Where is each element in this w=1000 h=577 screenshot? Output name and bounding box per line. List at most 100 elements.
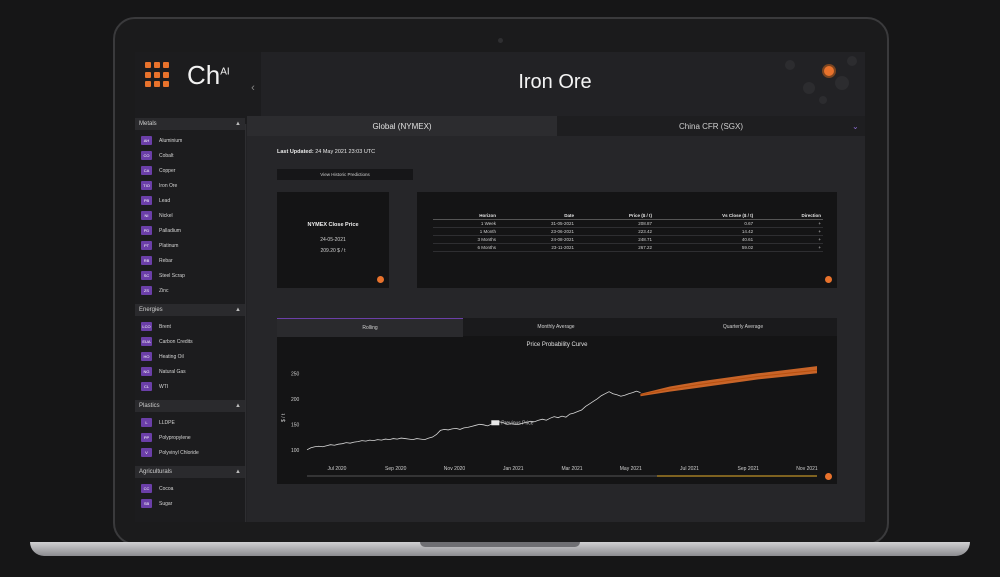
- forecast-band: [640, 366, 817, 397]
- table-cell: 1 Week: [433, 219, 498, 228]
- sidebar-item-label: WTI: [159, 383, 169, 390]
- commodity-code-badge: V: [141, 448, 152, 457]
- collapse-sidebar-button[interactable]: ‹: [245, 52, 261, 124]
- commodity-code-badge: PP: [141, 433, 152, 442]
- sidebar-item-sugar[interactable]: SB Sugar: [141, 498, 172, 509]
- sidebar-item-label: Palladium: [159, 227, 181, 234]
- sidebar-item-label: Polyvinyl Chloride: [159, 449, 199, 456]
- sidebar-item-label: Nickel: [159, 212, 173, 219]
- commodity-code-badge: SC: [141, 271, 152, 280]
- chart-title: Price Probability Curve: [526, 342, 588, 348]
- column-header: Direction: [755, 212, 823, 220]
- logo-icon: [145, 62, 171, 88]
- table-cell: 59.02: [654, 243, 756, 252]
- sidebar-item-nickel[interactable]: NI Nickel: [141, 210, 173, 221]
- sidebar-item-carbon-credits[interactable]: EUA Carbon Credits: [141, 336, 193, 347]
- decor-dot: [785, 60, 795, 70]
- sidebar-item-palladium[interactable]: PD Palladium: [141, 225, 181, 236]
- sidebar-item-iron-ore[interactable]: TIO Iron Ore: [141, 180, 177, 191]
- table-cell: 6 Months: [433, 243, 498, 252]
- category-header-energies[interactable]: Energies ▲: [135, 304, 245, 316]
- sidebar-item-label: LLDPE: [159, 419, 175, 426]
- sidebar-item-label: Rebar: [159, 257, 173, 264]
- close-price-value: 209.20 $ / t: [320, 248, 346, 254]
- x-tick-label: Sep 2021: [738, 466, 760, 472]
- forecast-median-line: [640, 369, 818, 396]
- table-cell: 23-06-2021: [498, 227, 577, 236]
- sidebar-item-cocoa[interactable]: CC Cocoa: [141, 483, 173, 494]
- tab-rolling[interactable]: Rolling: [277, 318, 463, 337]
- y-tick-label: 250: [291, 371, 300, 377]
- commodity-code-badge: LCO: [141, 322, 152, 331]
- category-header-plastics[interactable]: Plastics ▲: [135, 400, 245, 412]
- commodity-code-badge: CA: [141, 166, 152, 175]
- tab-global-nymex[interactable]: Global (NYMEX): [247, 116, 557, 136]
- table-cell: +: [755, 227, 823, 236]
- sidebar-item-lldpe[interactable]: L LLDPE: [141, 417, 175, 428]
- x-tick-label: Nov 2020: [444, 466, 466, 472]
- last-updated: Last Updated: 24 May 2021 23:03 UTC: [277, 149, 376, 155]
- sidebar-item-label: Platinum: [159, 242, 179, 249]
- table-cell: 0.67: [654, 219, 756, 228]
- sidebar-item-wti[interactable]: CL WTI: [141, 381, 168, 392]
- sidebar-item-zinc[interactable]: ZS Zinc: [141, 285, 168, 296]
- decor-dot: [835, 76, 849, 90]
- sidebar-item-natural-gas[interactable]: NG Natural Gas: [141, 366, 186, 377]
- tab-monthly-average[interactable]: Monthly Average: [463, 318, 649, 336]
- chevron-down-icon[interactable]: ⌄: [852, 121, 859, 131]
- column-header: Horizon: [433, 212, 498, 220]
- user-avatar[interactable]: [822, 64, 836, 78]
- sidebar-item-rebar[interactable]: RB Rebar: [141, 255, 173, 266]
- sidebar-item-platinum[interactable]: PT Platinum: [141, 240, 178, 251]
- commodity-code-badge: PT: [141, 241, 152, 250]
- table-cell: 31-05-2021: [498, 219, 577, 228]
- sidebar-item-label: Lead: [159, 197, 171, 204]
- sidebar-item-heating-oil[interactable]: HO Heating Oil: [141, 351, 184, 362]
- sidebar-item-label: Heating Oil: [159, 353, 184, 360]
- sidebar-item-label: Brent: [159, 323, 171, 330]
- sidebar-item-lead[interactable]: PB Lead: [141, 195, 170, 206]
- x-tick-label: Nov 2021: [796, 466, 818, 472]
- sidebar-item-polyvinyl-chloride[interactable]: V Polyvinyl Chloride: [141, 447, 199, 458]
- table-cell: 23-11-2021: [498, 243, 577, 252]
- decor-dot: [847, 56, 857, 66]
- column-header: Date: [498, 212, 577, 220]
- sidebar-item-polypropylene[interactable]: PP Polypropylene: [141, 432, 191, 443]
- sidebar-item-brent[interactable]: LCO Brent: [141, 321, 171, 332]
- chart-card: [277, 318, 837, 484]
- y-tick-label: 200: [291, 397, 300, 403]
- commodity-code-badge: PD: [141, 226, 152, 235]
- view-historic-predictions-button[interactable]: View Historic Predictions: [277, 169, 413, 180]
- sidebar-item-label: Sugar: [159, 500, 173, 507]
- commodity-code-badge: CO: [141, 151, 152, 160]
- tab-quarterly-average[interactable]: Quarterly Average: [649, 318, 837, 336]
- info-icon[interactable]: [825, 473, 832, 480]
- category-header-metals[interactable]: Metals ▲: [135, 118, 245, 130]
- tab-china-cfr[interactable]: China CFR (SGX): [557, 116, 865, 136]
- sidebar-item-label: Iron Ore: [159, 182, 178, 189]
- sidebar-item-aluminium[interactable]: AH Aluminium: [141, 135, 182, 146]
- commodity-code-badge: TIO: [141, 181, 152, 190]
- close-price-date: 24-05-2021: [320, 237, 346, 243]
- table-cell: 14.42: [654, 227, 756, 236]
- caret-up-icon: ▲: [235, 469, 241, 475]
- sidebar-item-steel-scrap[interactable]: SC Steel Scrap: [141, 270, 185, 281]
- table-row: 3 Months 24-08-2021 248.71 40.61 +: [433, 235, 823, 244]
- info-icon[interactable]: [825, 276, 832, 283]
- screen: ChAI Metals ▲ AH Aluminium CO Cobalt CA Copper T…: [135, 52, 865, 522]
- category-label: Metals: [139, 121, 157, 127]
- table-row: 1 Week 31-05-2021 208.87 0.67 +: [433, 219, 823, 228]
- close-price-card: NYMEX Close Price 24-05-2021 209.20 $ / …: [277, 192, 389, 288]
- commodity-code-badge: AH: [141, 136, 152, 145]
- decor-dot: [819, 96, 827, 104]
- table-row: 1 Month 23-06-2021 223.42 14.42 +: [433, 227, 823, 236]
- sidebar-item-copper[interactable]: CA Copper: [141, 165, 175, 176]
- page-title: Iron Ore: [518, 71, 592, 93]
- info-icon[interactable]: [377, 276, 384, 283]
- price-chart[interactable]: 100 150 200 250 $ / t Jul 2020 Sep 2020 Nov 202…: [277, 352, 837, 482]
- x-tick-label: Mar 2021: [561, 466, 582, 472]
- category-header-agriculturals[interactable]: Agriculturals ▲: [135, 466, 245, 478]
- caret-up-icon: ▲: [235, 403, 241, 409]
- sidebar-item-cobalt[interactable]: CO Cobalt: [141, 150, 173, 161]
- close-price-title: NYMEX Close Price: [307, 222, 359, 228]
